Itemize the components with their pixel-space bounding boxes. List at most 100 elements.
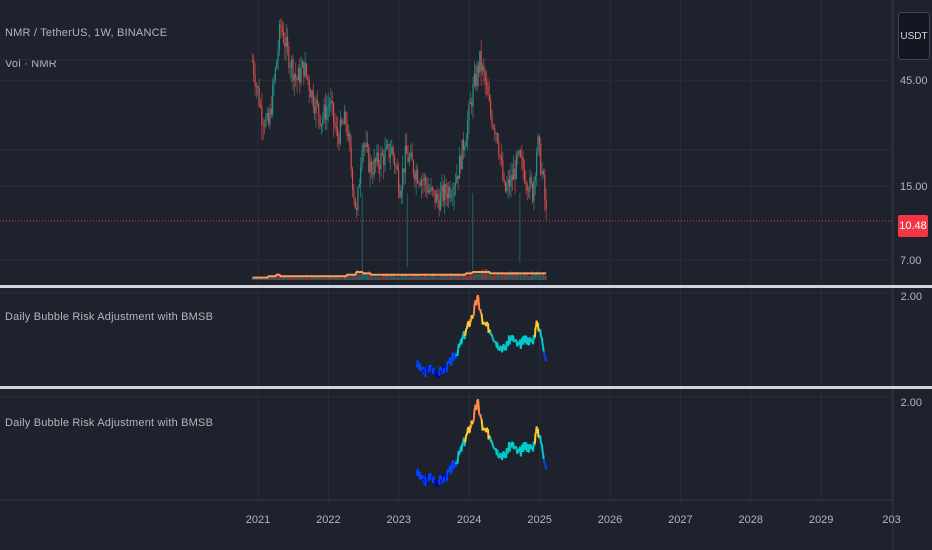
volume-bar	[291, 276, 293, 280]
main-price-pane[interactable]: NMR / TetherUS, 1W, BINANCE Vol · NMR	[0, 0, 932, 285]
volume-bar	[383, 273, 385, 280]
volume-bar	[323, 276, 325, 280]
indicator2-segment	[536, 428, 540, 437]
candle-body	[319, 115, 321, 126]
indicator1-segment	[468, 325, 471, 328]
volume-bar	[353, 275, 355, 280]
volume-bar	[483, 271, 485, 280]
volume-bar	[462, 274, 465, 280]
indicator2-segment	[473, 407, 477, 410]
candle-body	[274, 68, 276, 81]
volume-bar	[380, 277, 382, 280]
volume-bar	[327, 277, 329, 280]
volume-bar	[326, 277, 328, 280]
volume-bar	[476, 271, 478, 280]
volume-bar	[399, 276, 401, 280]
volume-bar	[395, 277, 397, 280]
volume-bar	[527, 275, 530, 280]
volume-bar	[365, 272, 367, 280]
candle-body	[269, 108, 271, 125]
volume-bar	[423, 273, 425, 280]
volume-bar	[480, 270, 482, 280]
candle-body	[498, 141, 500, 155]
candle-body	[475, 73, 477, 87]
candle-body	[500, 156, 503, 161]
indicator2-segment	[488, 436, 492, 439]
volume-bar	[418, 273, 420, 280]
candle-body	[536, 152, 538, 176]
indicator1-segment	[505, 340, 509, 345]
candle-body	[320, 123, 323, 126]
candle-body	[507, 179, 509, 186]
indicator2-segment	[454, 463, 458, 467]
candle-body	[533, 180, 535, 202]
candle-body	[530, 176, 532, 184]
candle-body	[350, 147, 352, 169]
volume-bar	[545, 275, 547, 280]
x-tick-label: 203	[882, 514, 901, 526]
candle-body	[393, 156, 396, 166]
candle-body	[354, 197, 356, 209]
volume-bar	[425, 273, 427, 280]
volume-bar	[280, 276, 282, 280]
indicator2-segment	[465, 431, 469, 436]
indicator1-segment	[542, 346, 545, 352]
candle-body	[312, 90, 314, 108]
candle-body	[358, 183, 360, 188]
candle-body	[327, 106, 329, 108]
volume-bar	[377, 276, 379, 280]
volume-bar	[351, 275, 354, 280]
candle-body	[412, 160, 415, 174]
volume-bar	[374, 276, 377, 280]
indicator1-segment	[436, 373, 439, 376]
x-tick-label: 2022	[316, 514, 341, 526]
volume-bar	[414, 275, 416, 280]
volume-bar	[342, 277, 344, 280]
volume-bar	[526, 272, 528, 280]
candle-body	[369, 161, 371, 172]
indicator2-segment	[421, 474, 424, 479]
volume-bar	[281, 276, 283, 280]
indicator2-segment	[528, 444, 531, 453]
indicator2-segment	[505, 447, 509, 452]
indicator2-segment	[439, 475, 443, 480]
currency-button[interactable]: USDT	[898, 12, 930, 60]
candle-body	[426, 184, 428, 193]
candle-body	[385, 145, 387, 150]
volume-bar	[422, 276, 424, 280]
volume-bar	[381, 274, 383, 280]
volume-bar	[511, 273, 513, 280]
volume-bar	[404, 274, 406, 280]
volume-bar	[504, 273, 507, 280]
indicator2-title[interactable]: Daily Bubble Risk Adjustment with BMSB	[5, 417, 214, 429]
volume-bar	[350, 273, 352, 280]
symbol-title[interactable]: NMR / TetherUS, 1W, BINANCE	[5, 27, 168, 39]
indicator1-segment	[492, 339, 495, 342]
pane-separator-2[interactable]	[0, 386, 932, 389]
volume-title[interactable]: Vol · NMR	[5, 58, 57, 70]
volume-bar	[305, 277, 308, 280]
indicator2-segment	[490, 440, 494, 444]
indicator1-title[interactable]: Daily Bubble Risk Adjustment with BMSB	[5, 311, 214, 323]
candle-body	[427, 189, 429, 193]
indicator2-segment	[506, 449, 510, 454]
candle-body	[291, 59, 293, 68]
volume-bar	[304, 277, 306, 280]
candle-body	[425, 177, 427, 185]
indicator2-segment	[491, 442, 494, 445]
pane-separator-1[interactable]	[0, 285, 932, 288]
candle-body	[418, 182, 420, 184]
volume-bar	[324, 277, 327, 280]
volume-bar	[444, 274, 446, 280]
indicator1-segment	[491, 335, 494, 339]
volume-bar	[430, 274, 432, 280]
indicator1-segment	[490, 333, 494, 337]
volume-bar	[259, 278, 262, 280]
volume-bar	[439, 275, 442, 280]
candle-body	[460, 156, 462, 170]
volume-bar	[388, 275, 390, 280]
candle-body	[318, 103, 320, 116]
candle-body	[289, 67, 291, 69]
volume-bar	[295, 277, 297, 280]
